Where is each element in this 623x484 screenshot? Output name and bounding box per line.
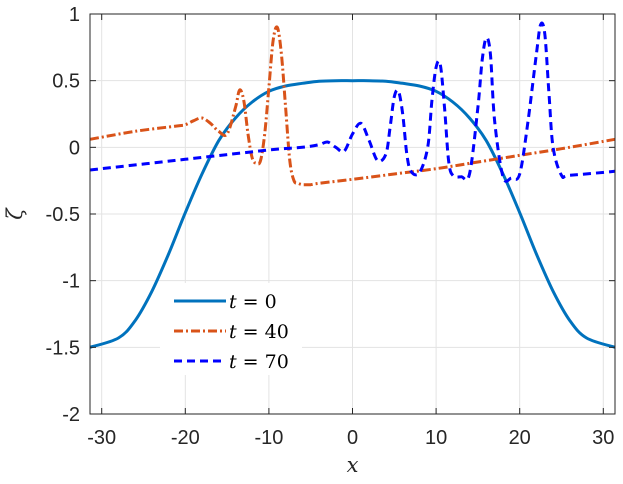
series-line-2 bbox=[89, 25, 616, 187]
legend-value: = 40 bbox=[237, 321, 289, 343]
y-tick-label: -1 bbox=[62, 271, 80, 293]
legend-value: = 0 bbox=[237, 291, 277, 313]
x-tick-label: 30 bbox=[592, 427, 614, 449]
series-layer bbox=[89, 21, 616, 349]
x-tick-label: -20 bbox=[171, 427, 200, 449]
y-tick-label: 0.5 bbox=[52, 71, 80, 93]
legend-value: = 70 bbox=[237, 351, 289, 373]
legend-label-2: t = 40 bbox=[229, 321, 289, 343]
y-tick-label: -0.5 bbox=[46, 204, 80, 226]
legend-box bbox=[160, 283, 302, 375]
legend: t = 0t = 40t = 70 bbox=[160, 283, 302, 375]
y-axis-label: ζ bbox=[3, 207, 27, 220]
x-tick-label: 0 bbox=[347, 427, 358, 449]
legend-label-3: t = 70 bbox=[229, 351, 289, 373]
y-tick-label: 1 bbox=[69, 4, 80, 26]
x-tick-label: -30 bbox=[87, 427, 116, 449]
axis-ticks: -30 -20 -10 0 10 20 30 -2 -1.5 -1 -0.5 0 0.5 1 bbox=[46, 4, 615, 449]
y-tick-label: -2 bbox=[62, 404, 80, 426]
series-line-1 bbox=[89, 79, 616, 349]
legend-label-1: t = 0 bbox=[229, 291, 277, 313]
x-axis-label: x bbox=[347, 453, 359, 477]
series-line-3 bbox=[89, 21, 616, 183]
x-tick-label: 10 bbox=[425, 427, 447, 449]
legend-variable: t bbox=[229, 321, 237, 343]
legend-variable: t bbox=[229, 351, 237, 373]
x-tick-label: 20 bbox=[509, 427, 531, 449]
legend-variable: t bbox=[229, 291, 237, 313]
y-tick-label: 0 bbox=[69, 137, 80, 159]
x-tick-label: -10 bbox=[254, 427, 283, 449]
y-tick-label: -1.5 bbox=[46, 337, 80, 359]
